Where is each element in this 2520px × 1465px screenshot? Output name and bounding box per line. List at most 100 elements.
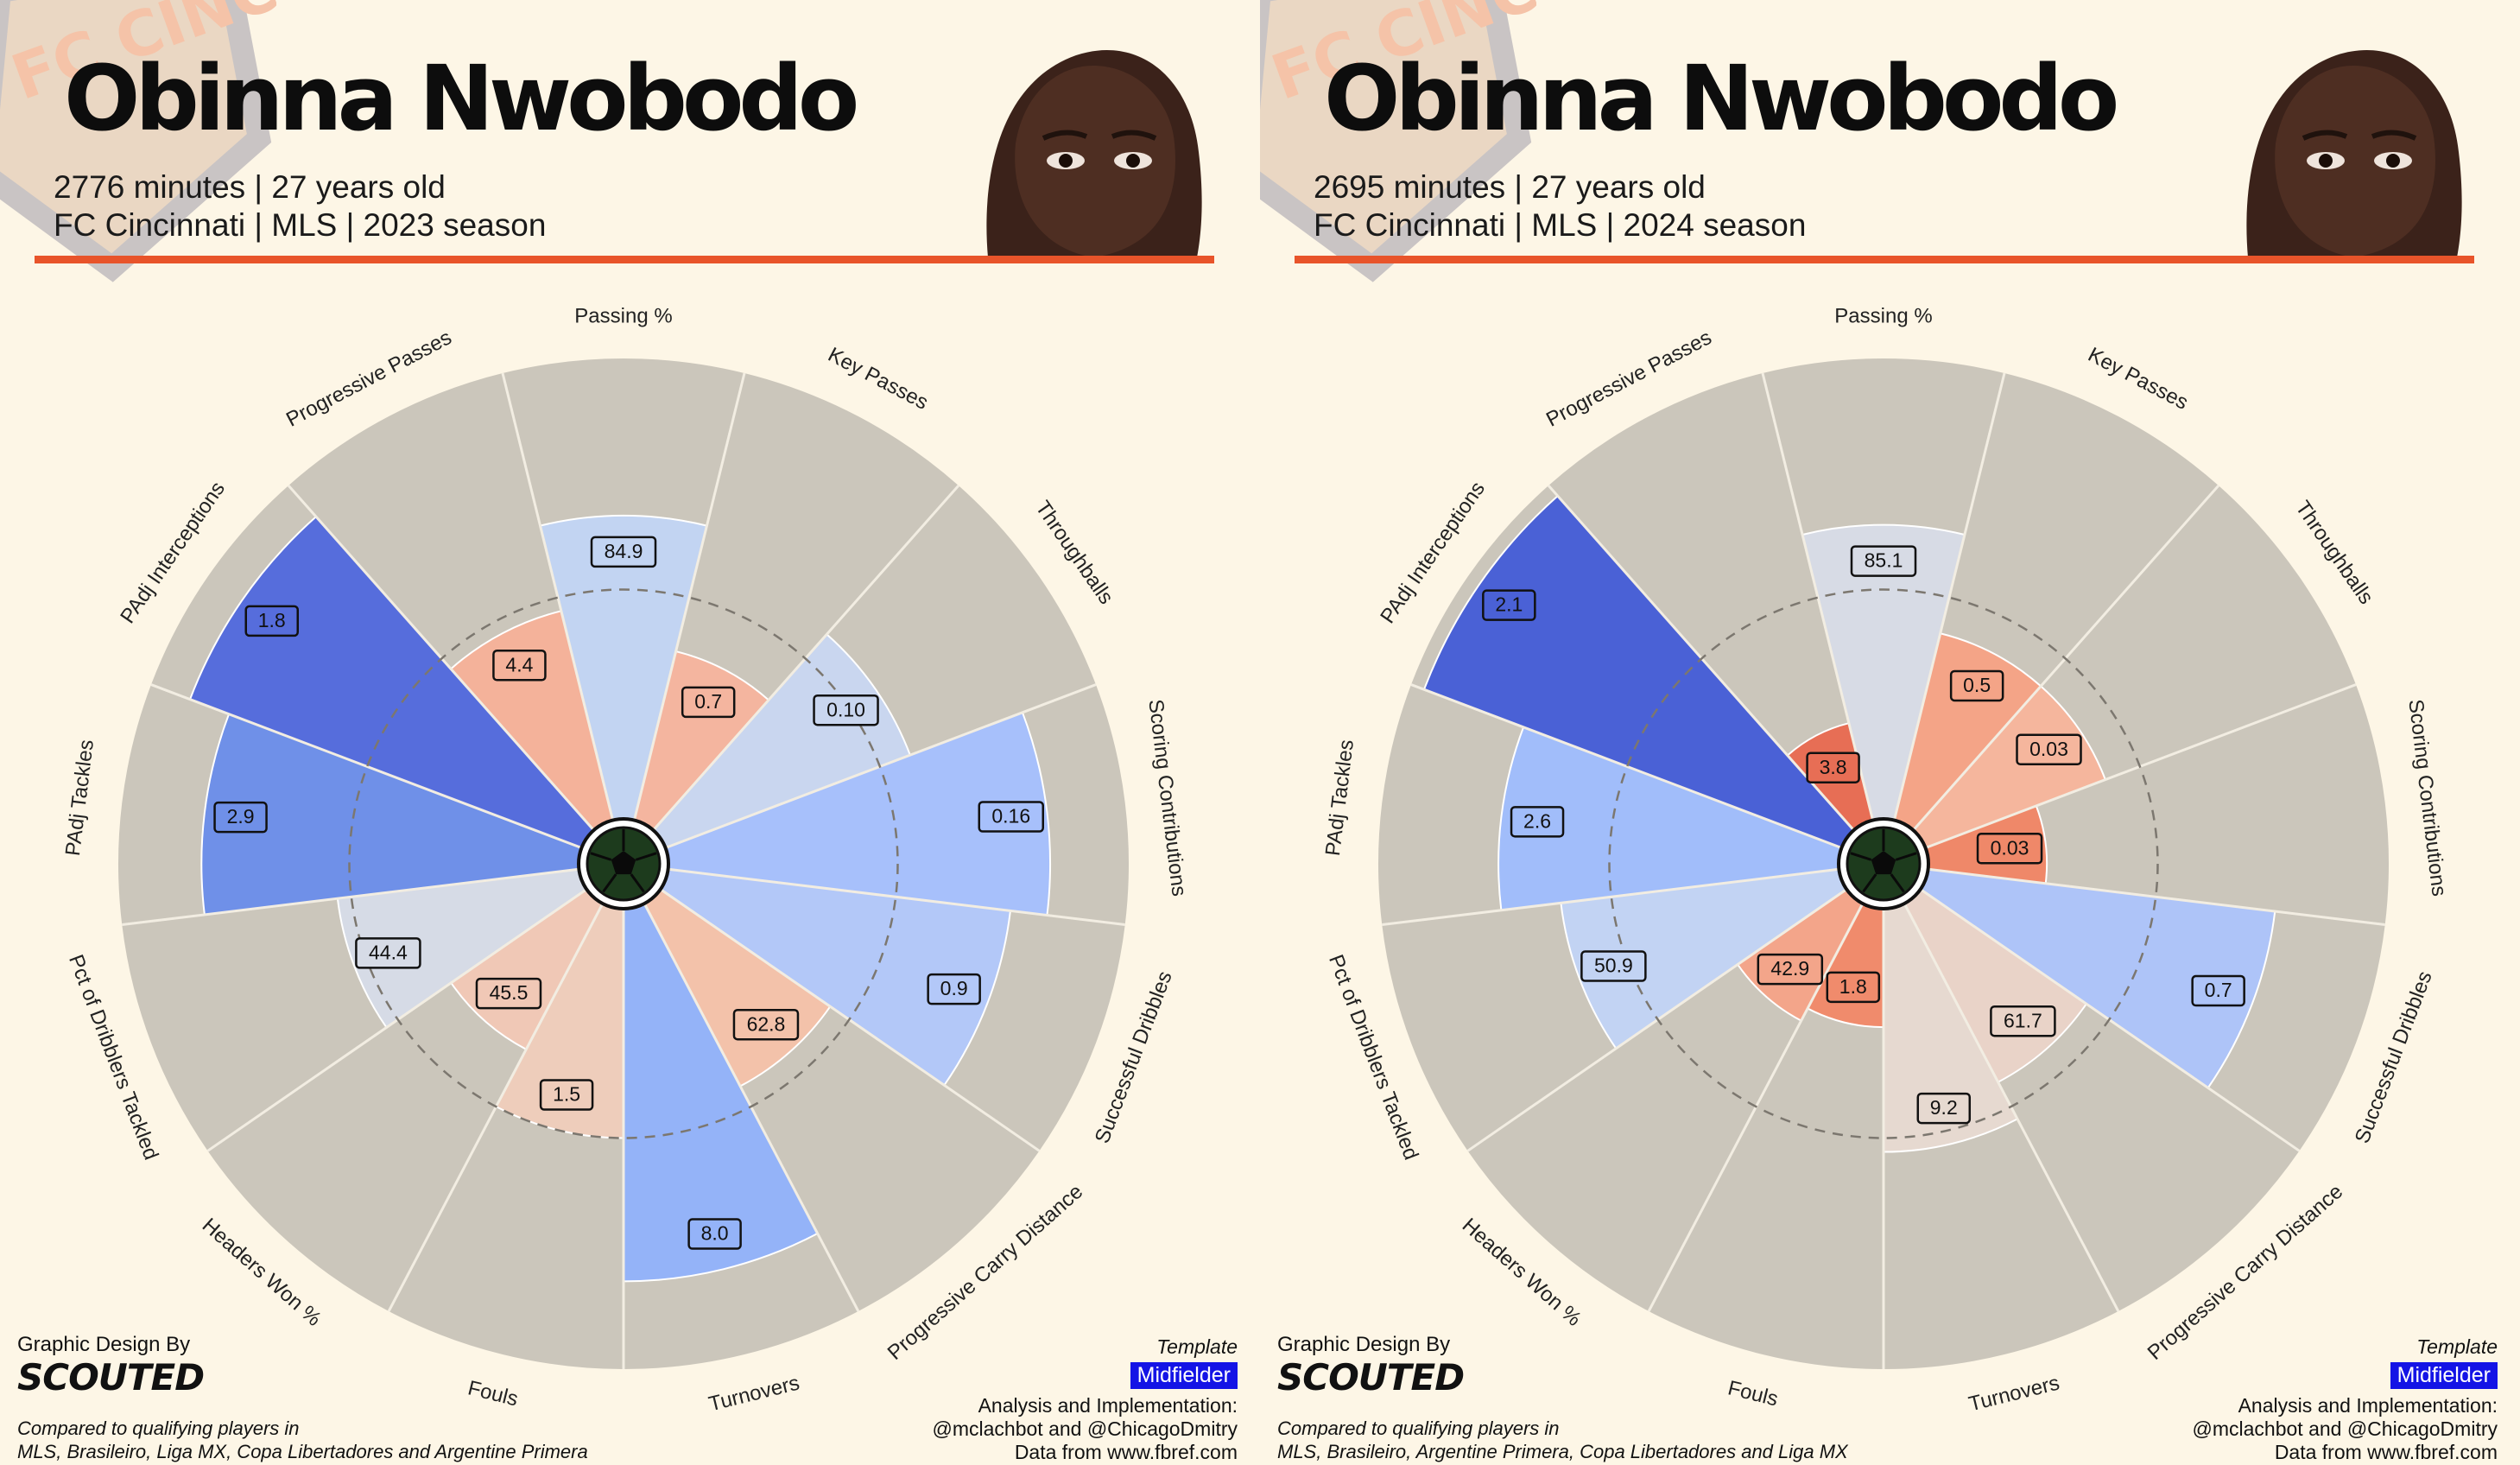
value-badge-passing — [590, 536, 657, 568]
category-label-passing: Passing % — [574, 304, 672, 327]
category-label-fouls: Fouls — [1725, 1376, 1780, 1411]
separator-line — [632, 372, 746, 822]
design-credit-label: Graphic Design By — [17, 1333, 191, 1356]
template-badge: Midfielder — [2390, 1362, 2498, 1389]
value-badge-progressive-carry-distance — [732, 1008, 800, 1041]
median-reference-circle — [348, 588, 899, 1139]
percentile-bars — [1422, 494, 2276, 1153]
value-badge-fouls — [1826, 971, 1881, 1004]
wedge-bg-progressive-passes — [1548, 372, 1874, 832]
value-label-padj-tackles: 2.6 — [1523, 809, 1551, 832]
minutes-age: 2695 minutes | 27 years old — [1314, 169, 1706, 205]
panel-2024: FC CINCINNATI Passing %Key PassesThrough… — [1260, 0, 2520, 1465]
value-label-throughballs: 0.03 — [2029, 738, 2068, 760]
player-photo — [986, 50, 1202, 257]
value-label-headers-won: 42.9 — [1770, 957, 1809, 980]
value-badge-pct-of-dribblers-tackled — [1580, 950, 1647, 982]
value-badge-padj-interceptions — [244, 605, 299, 637]
value-badge-headers-won — [475, 977, 542, 1010]
category-label-scoring-contributions: Scoring Contributions — [2403, 698, 2450, 897]
scouted-logo: SCOUTED — [1277, 1356, 1465, 1398]
category-label-scoring-contributions: Scoring Contributions — [1143, 698, 1190, 897]
value-badge-key-passes — [1949, 669, 2004, 702]
value-badge-successful-dribbles — [927, 973, 981, 1005]
value-badge-progressive-carry-distance — [1990, 1005, 2056, 1037]
player-name: Obinna Nwobodo — [1324, 46, 2119, 151]
analysis-handles: @mclachbot and @ChicagoDmitry — [2192, 1417, 2498, 1440]
value-labels: 84.9 0.7 0.10 0.16 0.9 62.8 8.0 1.5 45.5 44.4 2.9 1… — [213, 536, 1045, 1250]
player-photo — [2246, 50, 2462, 257]
value-label-scoring-contributions: 0.16 — [991, 805, 1030, 828]
value-badge-fouls — [539, 1079, 594, 1111]
category-label-padj-tackles: PAdj Tackles — [61, 739, 98, 857]
club-league-season: FC Cincinnati | MLS | 2023 season — [54, 207, 547, 243]
header-divider — [1295, 256, 2474, 263]
category-label-key-passes: Key Passes — [2084, 343, 2192, 415]
value-label-fouls: 1.8 — [1839, 975, 1867, 998]
comparison-line-2: MLS, Brasileiro, Argentine Primera, Copa… — [1277, 1441, 1848, 1462]
value-badge-scoring-contributions — [978, 801, 1045, 833]
value-label-key-passes: 0.7 — [694, 690, 722, 713]
separator-line — [1892, 372, 2006, 822]
value-label-pct-of-dribblers-tackled: 44.4 — [369, 941, 408, 963]
value-labels: 85.1 0.5 0.03 0.03 0.7 61.7 9.2 1.8 42.9 50.9 2.6 2… — [1482, 545, 2245, 1125]
club-league-season: FC Cincinnati | MLS | 2024 season — [1314, 207, 1807, 243]
value-label-padj-tackles: 2.9 — [227, 805, 255, 828]
value-badge-padj-tackles — [213, 801, 268, 834]
data-source: Data from www.fbref.com — [1014, 1441, 1238, 1463]
value-badge-successful-dribbles — [2191, 974, 2245, 1007]
comparison-line-1: Compared to qualifying players in — [17, 1417, 300, 1439]
value-label-progressive-carry-distance: 62.8 — [747, 1012, 786, 1035]
separator-line — [122, 867, 581, 927]
value-label-progressive-carry-distance: 61.7 — [2004, 1009, 2042, 1031]
design-credit-label: Graphic Design By — [1277, 1333, 1451, 1356]
club-logo: FC CINCINNATI — [0, 0, 276, 282]
value-label-padj-interceptions: 1.8 — [258, 609, 286, 631]
analysis-label: Analysis and Implementation: — [978, 1394, 1238, 1417]
value-label-successful-dribbles: 0.9 — [940, 977, 968, 999]
template-label: Template — [1156, 1335, 1238, 1358]
value-badge-padj-interceptions — [1482, 589, 1536, 621]
data-source: Data from www.fbref.com — [2274, 1441, 2498, 1463]
template-label: Template — [2416, 1335, 2498, 1358]
wedge-bg-fouls — [1649, 902, 1884, 1370]
club-logo: FC CINCINNATI — [1260, 0, 1536, 282]
value-label-fouls: 1.5 — [553, 1083, 580, 1106]
separator-line — [150, 683, 584, 850]
minutes-age: 2776 minutes | 27 years old — [54, 169, 446, 205]
value-label-headers-won: 45.5 — [490, 981, 529, 1004]
percentile-bars — [188, 514, 1052, 1283]
separator-line — [1382, 867, 1841, 927]
value-label-successful-dribbles: 0.7 — [2205, 979, 2232, 1001]
value-badge-key-passes — [681, 686, 736, 719]
category-label-padj-tackles: PAdj Tackles — [1321, 739, 1358, 857]
value-label-passing: 85.1 — [1865, 549, 1903, 572]
value-badge-scoring-contributions — [1976, 833, 2043, 865]
value-label-key-passes: 0.5 — [1963, 674, 1991, 696]
category-label-fouls: Fouls — [465, 1376, 520, 1411]
value-label-pct-of-dribblers-tackled: 50.9 — [1594, 954, 1633, 977]
separator-line — [666, 867, 1125, 927]
value-badge-throughballs — [813, 694, 879, 726]
panel-2023: FC CINCINNATI Passing %Key PassesThrough… — [0, 0, 1238, 1463]
value-label-padj-interceptions: 2.1 — [1495, 593, 1523, 616]
analysis-label: Analysis and Implementation: — [2238, 1394, 2498, 1417]
category-label-turnovers: Turnovers — [1966, 1372, 2062, 1417]
analysis-handles: @mclachbot and @ChicagoDmitry — [932, 1417, 1238, 1440]
category-label-key-passes: Key Passes — [824, 343, 932, 415]
value-label-progressive-passes: 3.8 — [1820, 756, 1847, 778]
value-label-turnovers: 9.2 — [1930, 1096, 1958, 1119]
value-badge-passing — [1850, 545, 1917, 577]
player-name: Obinna Nwobodo — [64, 46, 859, 151]
category-label-passing: Passing % — [1834, 304, 1932, 327]
header-divider — [35, 256, 1214, 263]
value-badge-turnovers — [1916, 1092, 1972, 1125]
value-label-scoring-contributions: 0.03 — [1991, 836, 2029, 859]
value-label-turnovers: 8.0 — [701, 1222, 729, 1245]
value-label-passing: 84.9 — [605, 540, 643, 562]
template-badge: Midfielder — [1130, 1362, 1238, 1389]
comparison-line-1: Compared to qualifying players in — [1277, 1417, 1560, 1439]
